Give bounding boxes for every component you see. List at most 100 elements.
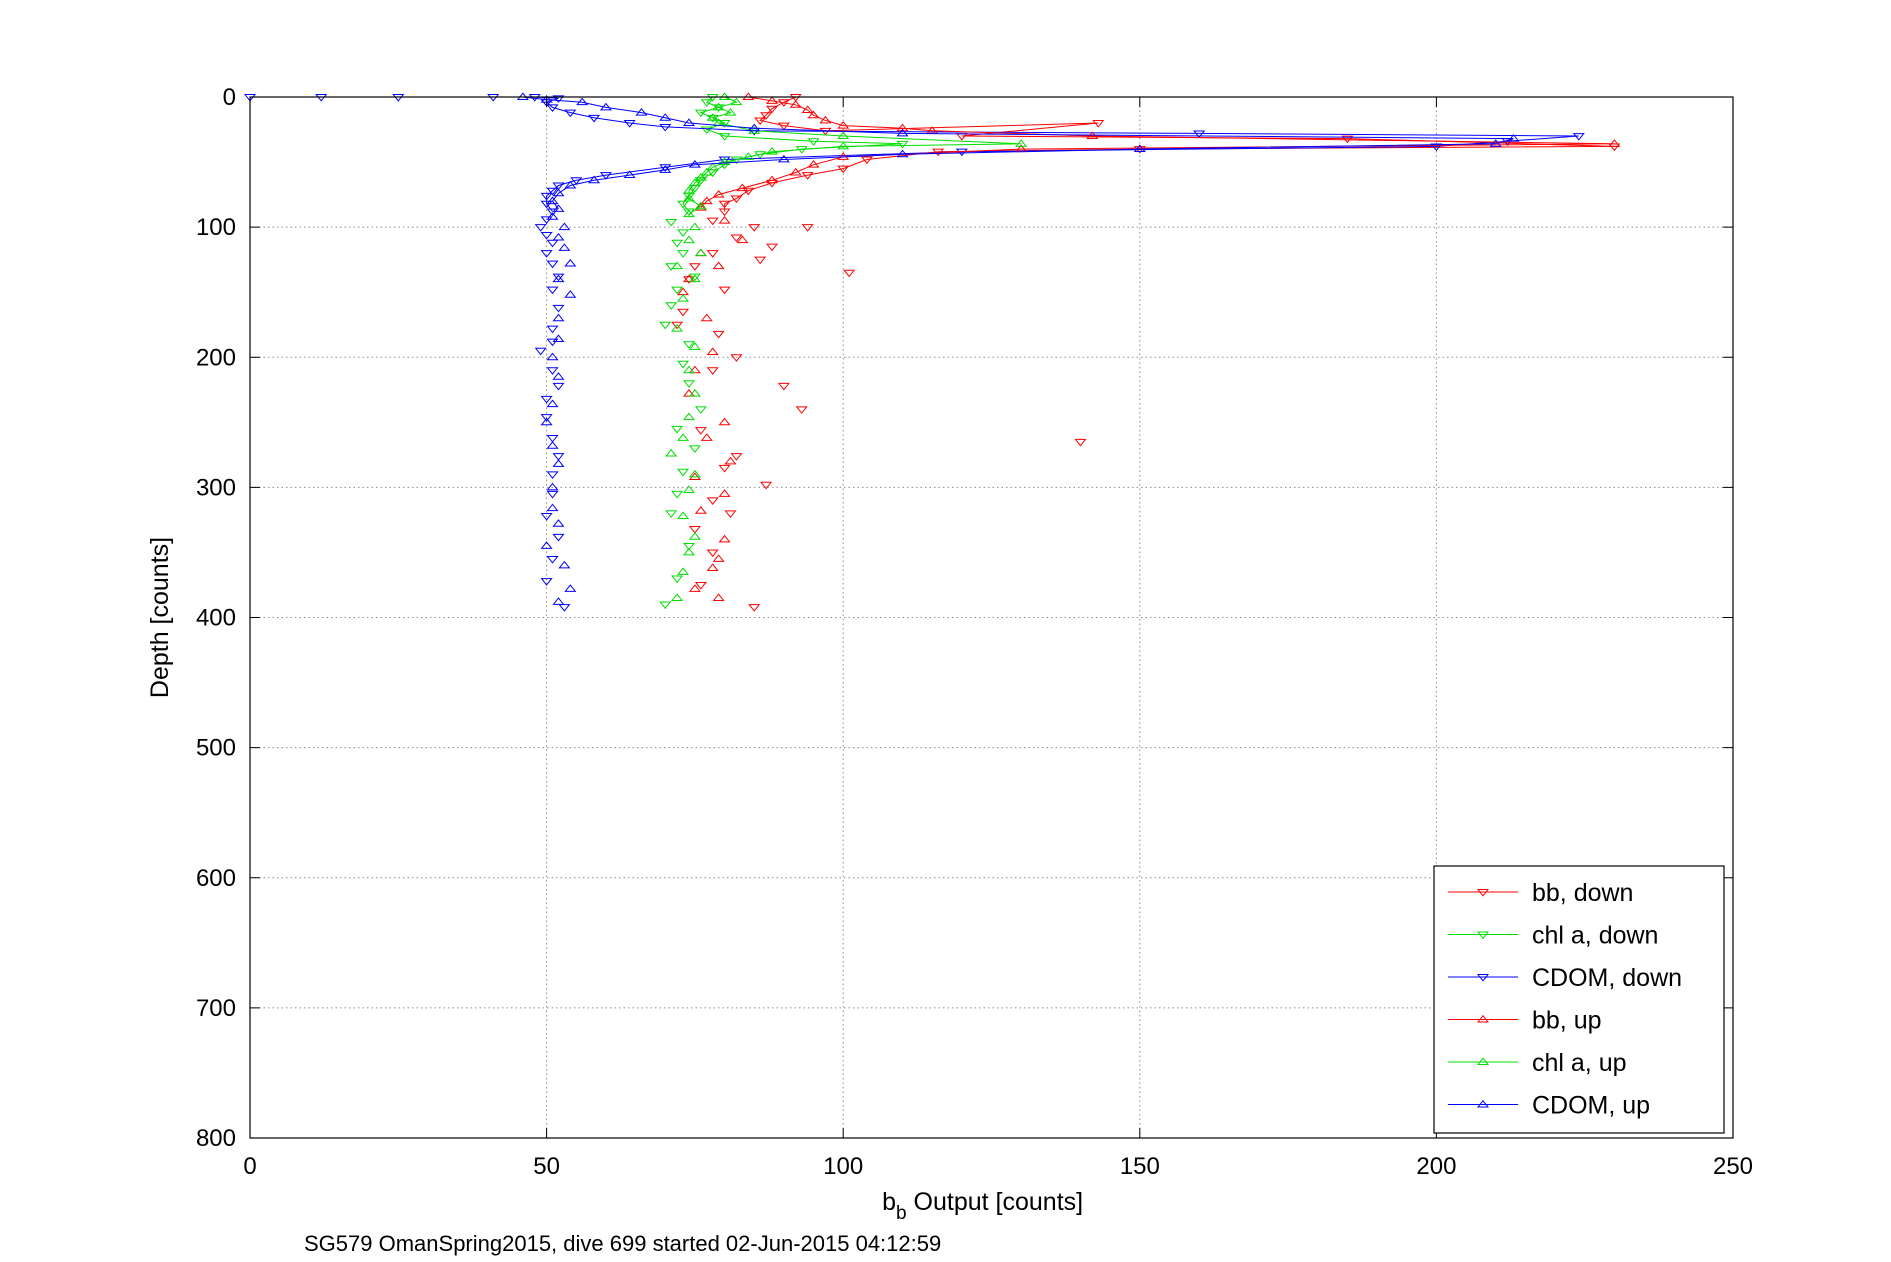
data-point	[688, 222, 701, 231]
legend-label: bb, up	[1532, 1007, 1602, 1035]
data-point	[718, 157, 731, 166]
data-point	[546, 482, 559, 491]
data-point	[671, 593, 684, 601]
data-point	[552, 382, 565, 391]
legend-label: chl a, up	[1532, 1049, 1627, 1077]
data-point	[635, 107, 648, 116]
data-point	[546, 104, 559, 113]
data-point	[730, 453, 743, 461]
data-point	[564, 290, 577, 298]
data-point	[546, 471, 559, 479]
data-point	[765, 243, 779, 252]
data-point	[694, 202, 707, 211]
data-point	[682, 209, 696, 218]
data-point	[677, 200, 690, 209]
data-point	[546, 441, 559, 449]
data-point	[677, 250, 690, 258]
data-point	[837, 131, 850, 140]
data-point	[677, 567, 690, 575]
data-point	[700, 433, 713, 441]
data-point	[671, 286, 684, 295]
data-point	[706, 497, 719, 506]
data-point	[558, 243, 571, 251]
data-point	[552, 188, 565, 197]
data-point	[843, 269, 856, 278]
data-point	[712, 554, 725, 562]
data-point	[700, 313, 713, 322]
data-point	[706, 114, 719, 123]
data-point	[760, 112, 773, 120]
data-point	[688, 178, 701, 186]
data-point	[552, 459, 565, 467]
data-point	[1015, 139, 1028, 147]
data-point	[552, 273, 565, 282]
data-point	[777, 122, 790, 131]
data-point	[742, 152, 755, 160]
data-point	[682, 389, 696, 397]
data-point	[819, 115, 832, 124]
data-point	[1430, 143, 1443, 152]
data-point	[540, 200, 553, 209]
data-point	[688, 274, 701, 283]
data-point	[677, 294, 690, 302]
legend-swatch-marker	[1476, 1057, 1490, 1065]
series-3	[677, 92, 1621, 601]
data-point	[688, 263, 701, 271]
data-point	[546, 196, 559, 205]
data-point	[700, 167, 713, 176]
data-point	[540, 513, 553, 521]
y-axis-label: Depth [counts]	[146, 537, 174, 698]
data-point	[682, 365, 696, 374]
data-point	[688, 342, 701, 350]
x-tick-label: 250	[1713, 1153, 1753, 1180]
data-point	[659, 321, 672, 330]
legend-item: chl a, down	[1448, 922, 1658, 950]
data-point	[659, 164, 672, 172]
legend-label: CDOM, down	[1532, 964, 1682, 992]
data-point	[706, 367, 719, 375]
data-point	[552, 232, 565, 241]
data-point	[671, 425, 684, 434]
data-point	[623, 170, 636, 179]
data-point	[730, 97, 743, 106]
data-point	[896, 149, 909, 158]
data-point	[789, 167, 802, 176]
data-point	[1507, 134, 1520, 142]
data-point	[837, 165, 850, 174]
data-point	[552, 597, 565, 605]
data-point	[546, 286, 559, 295]
data-point	[392, 94, 405, 102]
data-point	[712, 261, 725, 270]
data-point	[1489, 139, 1502, 147]
x-tick-label: 150	[1120, 1153, 1160, 1180]
data-point	[534, 347, 547, 356]
data-point	[546, 187, 559, 196]
data-point	[724, 510, 737, 519]
data-point	[1193, 130, 1206, 139]
data-point	[546, 208, 559, 217]
data-point	[1074, 438, 1087, 447]
series-line	[688, 96, 1022, 215]
data-point	[748, 123, 761, 132]
data-point	[540, 192, 553, 201]
data-point	[688, 273, 701, 282]
data-point	[682, 193, 696, 202]
data-point	[694, 109, 707, 118]
data-point	[765, 105, 779, 114]
data-point	[552, 95, 565, 103]
series-4	[665, 92, 1028, 601]
x-tick-label: 50	[533, 1153, 560, 1180]
figure-caption: SG579 OmanSpring2015, dive 699 started 0…	[304, 1231, 941, 1256]
data-point	[599, 102, 612, 111]
data-point	[712, 189, 725, 198]
data-point	[671, 490, 684, 499]
data-point	[558, 560, 571, 569]
data-point	[546, 490, 559, 499]
data-point	[694, 173, 707, 181]
data-point	[712, 330, 725, 339]
x-tick-label: 100	[823, 1153, 863, 1180]
y-tick-label: 600	[196, 865, 236, 892]
data-point	[540, 231, 553, 240]
data-point	[896, 123, 909, 132]
data-point	[765, 96, 779, 104]
